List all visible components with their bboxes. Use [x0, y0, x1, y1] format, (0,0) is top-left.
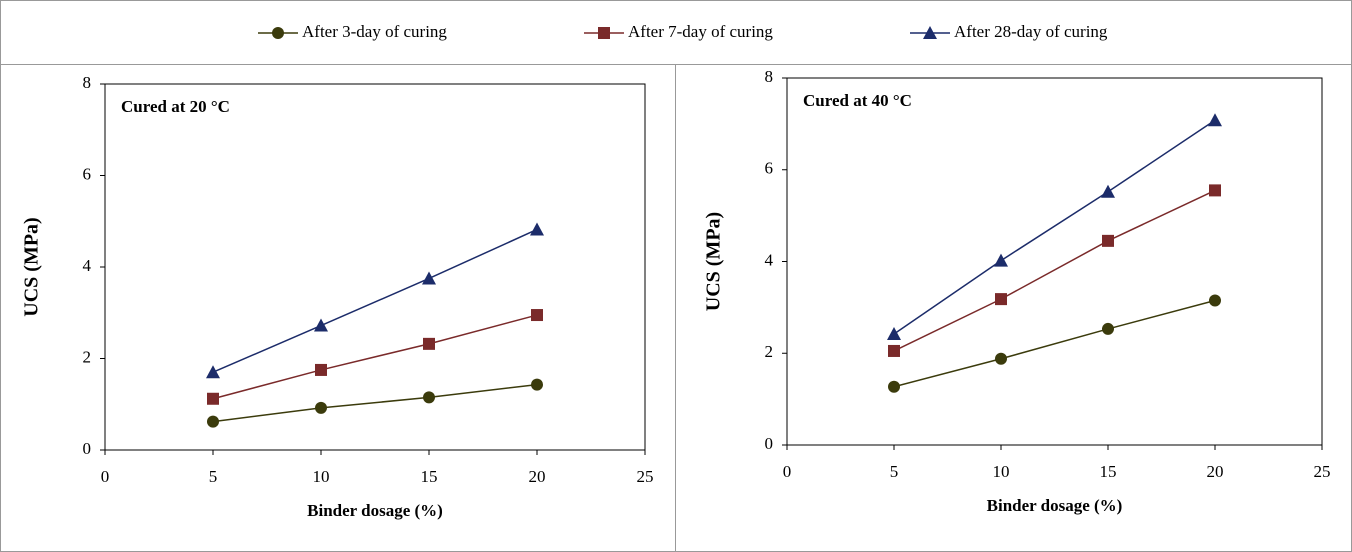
plot-area [786, 77, 1323, 446]
x-tick-label: 0 [783, 462, 792, 481]
data-point [995, 352, 1007, 365]
data-point [888, 344, 900, 357]
y-axis-label: UCS (MPa) [703, 212, 725, 311]
data-point [531, 309, 543, 322]
x-tick-label: 15 [421, 467, 438, 486]
y-tick-label: 8 [83, 73, 92, 92]
data-point [207, 392, 219, 405]
data-point [531, 378, 543, 391]
legend-marker [923, 26, 937, 39]
y-tick-label: 2 [765, 342, 774, 361]
annotation: Cured at 40 °C [803, 91, 912, 110]
data-point [1208, 113, 1222, 127]
legend-marker [598, 27, 610, 39]
data-point [1102, 322, 1114, 335]
x-tick-label: 5 [890, 462, 899, 481]
y-tick-label: 6 [83, 164, 92, 183]
data-point [1209, 294, 1221, 307]
y-tick-label: 2 [83, 347, 92, 366]
legend-label: After 7-day of curing [628, 22, 773, 41]
data-point [1209, 184, 1221, 197]
annotation: Cured at 20 °C [121, 97, 230, 116]
x-tick-label: 20 [1207, 462, 1224, 481]
data-point [888, 380, 900, 393]
data-point [315, 401, 327, 414]
x-tick-label: 20 [529, 467, 546, 486]
data-point [995, 293, 1007, 306]
x-tick-label: 10 [993, 462, 1010, 481]
y-tick-label: 4 [83, 256, 92, 275]
data-point [207, 415, 219, 428]
data-point [994, 253, 1008, 267]
series-line [893, 299, 1216, 388]
x-tick-label: 25 [637, 467, 654, 486]
data-point [1101, 184, 1115, 198]
y-tick-label: 8 [765, 67, 774, 86]
data-point [314, 318, 328, 332]
y-tick-label: 4 [765, 250, 774, 269]
y-tick-label: 0 [765, 434, 774, 453]
data-point [315, 363, 327, 376]
series-line [212, 228, 538, 373]
series-line [212, 314, 538, 400]
data-point [887, 326, 901, 340]
legend-marker [272, 27, 284, 39]
series-line [212, 383, 538, 423]
x-tick-label: 25 [1314, 462, 1331, 481]
data-point [423, 391, 435, 404]
data-point [206, 365, 220, 379]
x-axis-label: Binder dosage (%) [307, 501, 443, 520]
data-point [530, 222, 544, 236]
data-point [422, 271, 436, 285]
series-line [893, 189, 1216, 352]
plot-area [104, 83, 646, 451]
y-tick-label: 6 [765, 159, 774, 178]
data-point [1102, 234, 1114, 247]
x-axis-label: Binder dosage (%) [987, 496, 1123, 515]
x-tick-label: 10 [313, 467, 330, 486]
legend-label: After 28-day of curing [954, 22, 1108, 41]
series-line [893, 119, 1216, 335]
x-tick-label: 15 [1100, 462, 1117, 481]
y-tick-label: 0 [83, 439, 92, 458]
legend-label: After 3-day of curing [302, 22, 447, 41]
y-axis-label: UCS (MPa) [21, 217, 43, 316]
x-tick-label: 5 [209, 467, 218, 486]
x-tick-label: 0 [101, 467, 110, 486]
data-point [423, 337, 435, 350]
